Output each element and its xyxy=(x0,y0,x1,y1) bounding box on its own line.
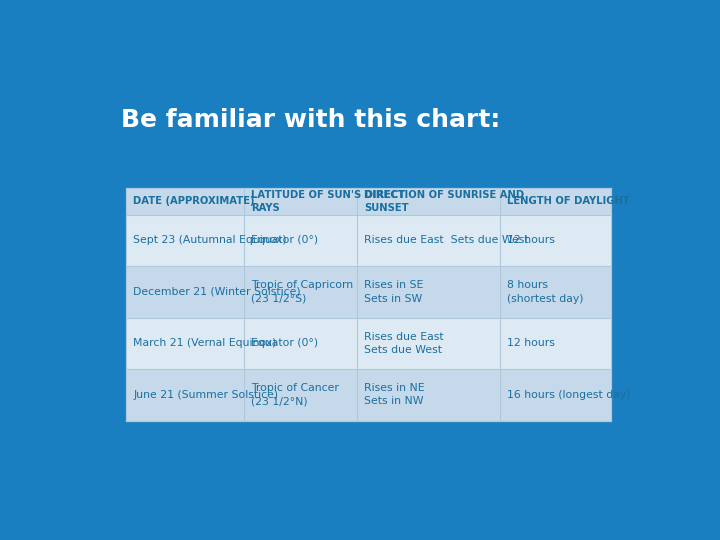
FancyBboxPatch shape xyxy=(127,188,611,421)
Bar xyxy=(127,188,611,215)
Bar xyxy=(127,318,611,369)
Text: Equator (0°): Equator (0°) xyxy=(251,339,318,348)
Text: 8 hours
(shortest day): 8 hours (shortest day) xyxy=(507,280,584,303)
Text: DIRECTION OF SUNRISE AND
SUNSET: DIRECTION OF SUNRISE AND SUNSET xyxy=(364,190,524,213)
Text: LENGTH OF DAYLIGHT: LENGTH OF DAYLIGHT xyxy=(507,197,630,206)
Bar xyxy=(127,215,611,266)
Text: Equator (0°): Equator (0°) xyxy=(251,235,318,246)
Text: Rises in SE
Sets in SW: Rises in SE Sets in SW xyxy=(364,280,423,303)
Bar xyxy=(127,369,611,421)
Text: Sept 23 (Autumnal Equinox): Sept 23 (Autumnal Equinox) xyxy=(133,235,287,246)
Text: Rises due East
Sets due West: Rises due East Sets due West xyxy=(364,332,444,355)
Text: 12 hours: 12 hours xyxy=(507,339,555,348)
Text: June 21 (Summer Solstice): June 21 (Summer Solstice) xyxy=(133,390,278,400)
Text: DATE (APPROXIMATE): DATE (APPROXIMATE) xyxy=(133,197,255,206)
Text: December 21 (Winter Solstice): December 21 (Winter Solstice) xyxy=(133,287,301,297)
Text: March 21 (Vernal Equinox): March 21 (Vernal Equinox) xyxy=(133,339,276,348)
Text: 16 hours (longest day): 16 hours (longest day) xyxy=(507,390,631,400)
Text: 12 hours: 12 hours xyxy=(507,235,555,246)
Text: Rises in NE
Sets in NW: Rises in NE Sets in NW xyxy=(364,383,425,407)
Text: Rises due East  Sets due West: Rises due East Sets due West xyxy=(364,235,528,246)
Text: Be familiar with this chart:: Be familiar with this chart: xyxy=(121,109,500,132)
Bar xyxy=(127,266,611,318)
Text: Tropic of Capricorn
(23 1/2°S): Tropic of Capricorn (23 1/2°S) xyxy=(251,280,354,303)
Text: LATITUDE OF SUN'S DIRECT
RAYS: LATITUDE OF SUN'S DIRECT RAYS xyxy=(251,190,405,213)
Text: Tropic of Cancer
(23 1/2°N): Tropic of Cancer (23 1/2°N) xyxy=(251,383,339,407)
